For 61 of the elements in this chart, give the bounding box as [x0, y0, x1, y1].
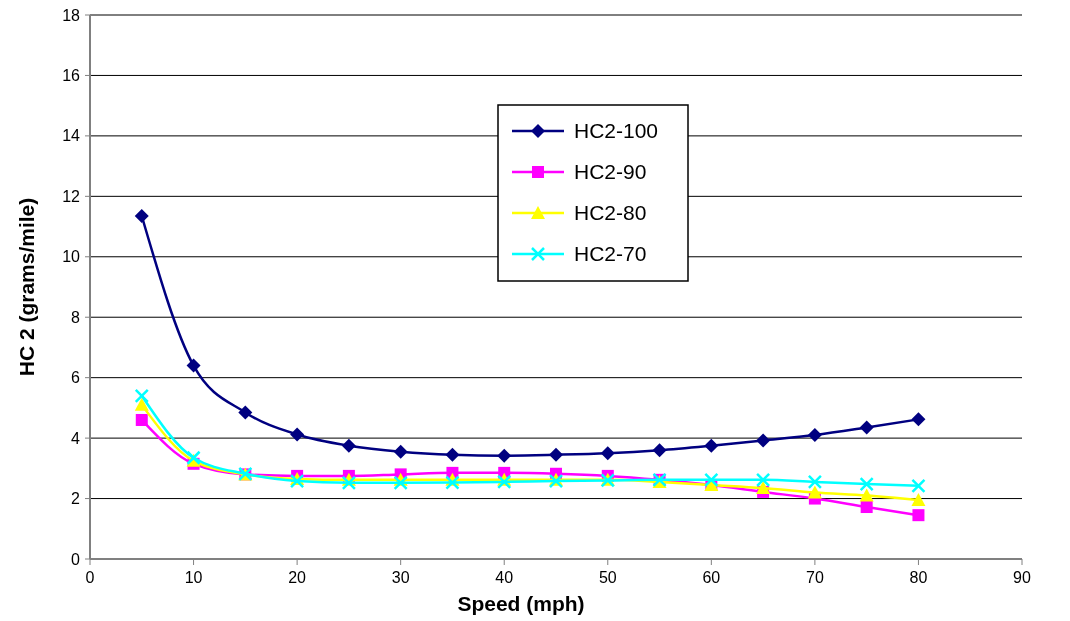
point [445, 475, 460, 490]
y-tick-label: 14 [62, 127, 81, 145]
point [652, 443, 667, 458]
y-tick-label: 8 [71, 308, 81, 326]
point [186, 358, 201, 373]
point [135, 413, 148, 426]
point [911, 493, 926, 507]
point [341, 438, 356, 453]
point [134, 397, 149, 411]
point [859, 488, 874, 502]
y-tick-label: 4 [71, 429, 81, 447]
y-tick-label: 2 [71, 490, 81, 508]
point [807, 485, 822, 499]
point [393, 475, 408, 491]
point [807, 474, 823, 490]
point [704, 438, 719, 453]
point [134, 208, 149, 223]
point [860, 501, 873, 514]
x-tick-label: 0 [85, 569, 95, 586]
point [912, 509, 925, 522]
x-tick-label: 20 [288, 569, 307, 586]
point [549, 447, 563, 462]
y-axis-title: HC 2 (grams/mile) [15, 197, 38, 377]
point [445, 447, 460, 462]
point [600, 446, 615, 461]
point [289, 473, 305, 489]
y-tick-label: 10 [62, 248, 81, 266]
x-axis-title: Speed (mph) [457, 592, 585, 615]
point [497, 448, 512, 463]
point [859, 476, 874, 492]
y-tick-label: 18 [62, 6, 81, 24]
x-tick-label: 70 [805, 569, 824, 586]
x-tick-label: 40 [495, 569, 514, 586]
point [393, 444, 408, 459]
point [290, 427, 305, 442]
x-tick-label: 80 [909, 569, 928, 586]
legend-label: HC2-90 [574, 160, 647, 184]
point [859, 420, 874, 435]
point [755, 472, 771, 488]
point [911, 412, 926, 427]
point [704, 472, 719, 488]
y-tick-label: 0 [71, 550, 81, 568]
legend-label: HC2-100 [574, 119, 659, 143]
legend-label: HC2-70 [574, 242, 647, 266]
point [134, 388, 150, 404]
x-tick-label: 90 [1013, 569, 1031, 586]
point [807, 428, 822, 443]
x-tick-label: 60 [702, 569, 721, 586]
y-tick-label: 12 [62, 187, 81, 205]
y-tick-label: 16 [62, 67, 81, 85]
point [756, 433, 771, 448]
point [341, 475, 357, 491]
point [238, 405, 253, 420]
y-tick-label: 6 [71, 369, 81, 387]
x-tick-label: 10 [184, 569, 203, 586]
legend-label: HC2-80 [574, 201, 647, 225]
x-tick-label: 30 [391, 569, 410, 586]
point [911, 478, 926, 494]
point [496, 474, 512, 490]
x-tick-label: 50 [598, 569, 617, 586]
point [756, 480, 771, 494]
